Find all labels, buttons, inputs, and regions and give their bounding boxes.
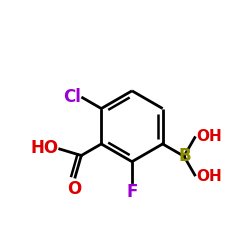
Text: HO: HO [30,139,58,157]
Text: B: B [178,146,191,164]
Text: O: O [67,180,82,198]
Text: F: F [126,183,138,201]
Text: OH: OH [196,128,222,144]
Text: OH: OH [196,169,222,184]
Text: Cl: Cl [63,88,81,106]
